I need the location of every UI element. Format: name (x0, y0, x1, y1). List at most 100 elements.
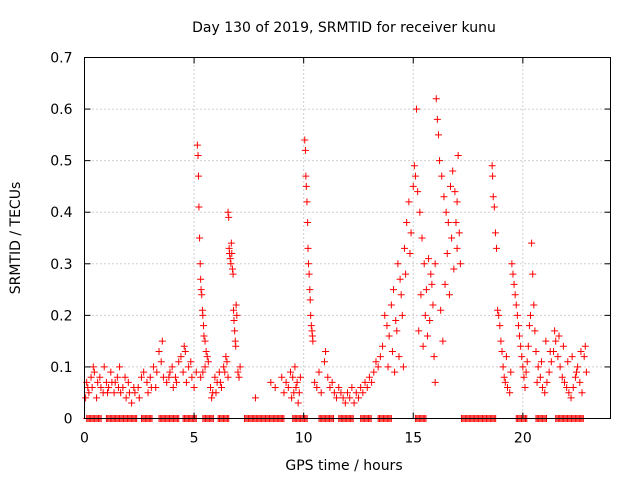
data-point (228, 265, 236, 273)
data-point (150, 363, 158, 371)
data-point (231, 327, 239, 335)
data-point (387, 301, 395, 309)
data-point (350, 399, 358, 407)
y-tick-label: 0.6 (50, 102, 72, 118)
data-point (304, 260, 312, 268)
data-point (403, 219, 411, 227)
data-point (422, 286, 430, 294)
data-point (232, 342, 240, 350)
data-point (125, 389, 133, 397)
data-point (555, 332, 563, 340)
data-point (385, 332, 393, 340)
data-point (194, 151, 202, 159)
data-point (554, 353, 562, 361)
data-point (425, 255, 433, 263)
data-point (187, 358, 195, 366)
data-point (93, 394, 101, 402)
data-point (155, 347, 163, 355)
data-point (107, 368, 115, 376)
data-point (320, 358, 328, 366)
data-point (233, 311, 241, 319)
data-point (193, 141, 201, 149)
data-point (87, 373, 95, 381)
data-point (571, 373, 579, 381)
data-point (328, 378, 336, 386)
data-point (525, 322, 533, 330)
data-point (104, 389, 112, 397)
data-point (85, 389, 93, 397)
data-point (317, 389, 325, 397)
data-point (536, 373, 544, 381)
data-point (494, 306, 502, 314)
data-point (522, 368, 530, 376)
data-point (565, 389, 573, 397)
data-point (117, 389, 125, 397)
data-point (224, 208, 232, 216)
data-point (416, 208, 424, 216)
data-point (289, 373, 297, 381)
data-point (560, 378, 568, 386)
data-point (111, 378, 119, 386)
data-point (192, 368, 200, 376)
data-point (531, 327, 539, 335)
data-point (420, 260, 428, 268)
data-point (199, 311, 207, 319)
data-point (221, 368, 229, 376)
data-point (398, 311, 406, 319)
data-point (414, 188, 422, 196)
data-point (434, 131, 442, 139)
data-point (532, 347, 540, 355)
data-point (394, 260, 402, 268)
data-point (153, 368, 161, 376)
data-point (383, 322, 391, 330)
data-point (491, 229, 499, 237)
data-point (569, 384, 577, 392)
data-point (278, 373, 286, 381)
data-point (567, 394, 575, 402)
data-point (354, 394, 362, 402)
data-point (436, 157, 444, 165)
data-point (196, 234, 204, 242)
data-point (100, 363, 108, 371)
data-point (287, 368, 295, 376)
data-point (306, 286, 314, 294)
data-point (411, 172, 419, 180)
data-point (423, 332, 431, 340)
data-point (510, 280, 518, 288)
data-point (363, 384, 371, 392)
data-point (453, 198, 461, 206)
data-point (128, 399, 136, 407)
data-point (82, 394, 90, 402)
data-point (574, 363, 582, 371)
data-point (498, 347, 506, 355)
data-point (293, 378, 301, 386)
data-point (301, 136, 309, 144)
data-point (304, 244, 312, 252)
data-point (304, 219, 312, 227)
data-point (282, 378, 290, 386)
data-point (307, 322, 315, 330)
data-point (344, 389, 351, 397)
data-point (507, 368, 515, 376)
data-point (537, 358, 545, 366)
data-point (89, 363, 97, 371)
data-point (400, 244, 408, 252)
data-point (105, 384, 113, 392)
data-point (496, 322, 504, 330)
data-point (499, 363, 507, 371)
data-point (235, 373, 243, 381)
data-point (147, 384, 155, 392)
data-point (220, 363, 228, 371)
data-point (368, 378, 376, 386)
data-point (217, 384, 225, 392)
data-point (453, 244, 461, 252)
data-point (94, 378, 102, 386)
data-point (200, 322, 208, 330)
data-point (234, 368, 242, 376)
data-point (199, 368, 207, 376)
data-point (223, 358, 231, 366)
data-point (409, 182, 417, 190)
data-point (391, 368, 399, 376)
data-point (388, 347, 396, 355)
